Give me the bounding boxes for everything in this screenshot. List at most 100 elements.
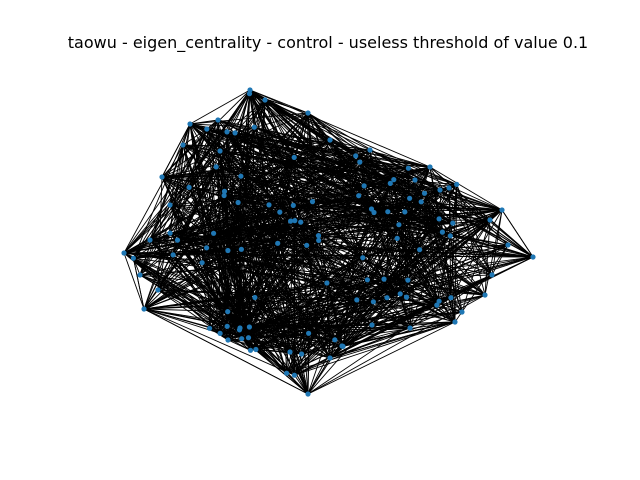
graph-edge xyxy=(429,166,503,211)
graph-edge xyxy=(209,221,302,329)
graph-node xyxy=(137,272,143,278)
graph-node xyxy=(309,199,316,205)
graph-edge xyxy=(206,128,410,199)
graph-node xyxy=(446,185,452,191)
graph-node xyxy=(253,346,259,353)
graph-node xyxy=(448,295,454,301)
graph-node xyxy=(356,193,362,199)
graph-edge xyxy=(306,112,309,246)
graph-node xyxy=(224,129,230,135)
graph-node xyxy=(340,343,346,349)
graph-edge xyxy=(217,119,405,213)
graph-edge xyxy=(318,239,452,299)
graph-node xyxy=(207,325,213,331)
graph-edge xyxy=(277,243,309,395)
graph-node xyxy=(402,209,408,215)
graph-edge xyxy=(334,218,440,341)
graph-edge xyxy=(123,204,270,254)
graph-edge xyxy=(442,209,503,233)
graph-edge xyxy=(227,325,411,329)
graph-edge xyxy=(139,274,302,355)
graph-edge xyxy=(255,311,463,350)
graph-node xyxy=(387,180,393,186)
graph-edge xyxy=(329,297,452,359)
graph-edge xyxy=(123,252,229,341)
graph-node xyxy=(224,323,230,329)
graph-edge xyxy=(239,99,266,329)
graph-node xyxy=(232,130,238,136)
graph-edge xyxy=(293,192,425,206)
graph-node xyxy=(499,207,505,213)
graph-node xyxy=(391,177,397,183)
graph-edge xyxy=(318,179,395,241)
graph-node xyxy=(324,280,330,286)
graph-edge xyxy=(227,278,385,313)
graph-node xyxy=(370,299,376,305)
graph-edge xyxy=(161,176,240,331)
graph-edge xyxy=(249,93,279,244)
graph-edge xyxy=(308,332,344,347)
graph-edge xyxy=(217,119,236,134)
graph-node xyxy=(427,164,433,170)
graph-edge xyxy=(369,149,411,329)
graph-node xyxy=(167,202,173,208)
graph-edge xyxy=(241,299,357,340)
graph-edge xyxy=(161,131,228,178)
graph-node xyxy=(298,219,304,225)
graph-edge xyxy=(169,204,343,347)
graph-edge xyxy=(123,131,228,254)
graph-edge xyxy=(294,231,443,376)
graph-node xyxy=(275,240,281,246)
graph-edge xyxy=(248,211,281,328)
graph-node xyxy=(262,97,268,103)
graph-node xyxy=(489,272,495,278)
graph-edge xyxy=(157,139,331,291)
graph-edge xyxy=(264,99,457,185)
graph-edge xyxy=(438,300,456,323)
graph-edge xyxy=(139,242,278,276)
graph-node xyxy=(407,325,413,331)
graph-edge xyxy=(369,149,457,185)
graph-edge xyxy=(406,209,503,298)
graph-edge xyxy=(307,112,425,194)
graph-edge xyxy=(362,219,491,259)
graph-edge xyxy=(307,321,456,395)
graph-edge xyxy=(397,219,491,239)
graph-edge xyxy=(234,132,291,353)
graph-edge xyxy=(289,351,309,395)
graph-edge xyxy=(461,219,491,313)
graph-node xyxy=(434,302,440,308)
graph-edge xyxy=(429,166,491,221)
graph-edge xyxy=(329,231,443,359)
graph-node xyxy=(407,195,413,201)
graph-edge xyxy=(224,191,279,244)
graph-edge xyxy=(161,155,356,178)
graph-node xyxy=(277,209,283,215)
graph-edge xyxy=(371,208,463,313)
graph-edge xyxy=(149,239,407,298)
graph-edge xyxy=(286,222,454,374)
graph-node xyxy=(403,294,410,300)
graph-edge xyxy=(356,201,422,301)
graph-edge xyxy=(358,195,422,203)
graph-node xyxy=(354,297,360,303)
graph-node xyxy=(306,330,312,336)
graph-edge xyxy=(234,132,371,151)
graph-edge xyxy=(182,144,251,351)
graph-edge xyxy=(301,333,310,355)
graph-node xyxy=(291,154,297,160)
graph-edge xyxy=(240,249,257,350)
graph-node xyxy=(394,235,400,241)
graph-edge xyxy=(240,175,425,194)
graph-edge xyxy=(206,128,296,221)
graph-edge xyxy=(396,238,438,306)
graph-node xyxy=(245,335,252,341)
graph-edge xyxy=(169,139,331,206)
graph-node xyxy=(159,174,165,180)
graph-edge xyxy=(293,157,302,223)
graph-edge xyxy=(123,99,266,254)
graph-node xyxy=(199,260,205,266)
graph-edge xyxy=(139,274,228,327)
